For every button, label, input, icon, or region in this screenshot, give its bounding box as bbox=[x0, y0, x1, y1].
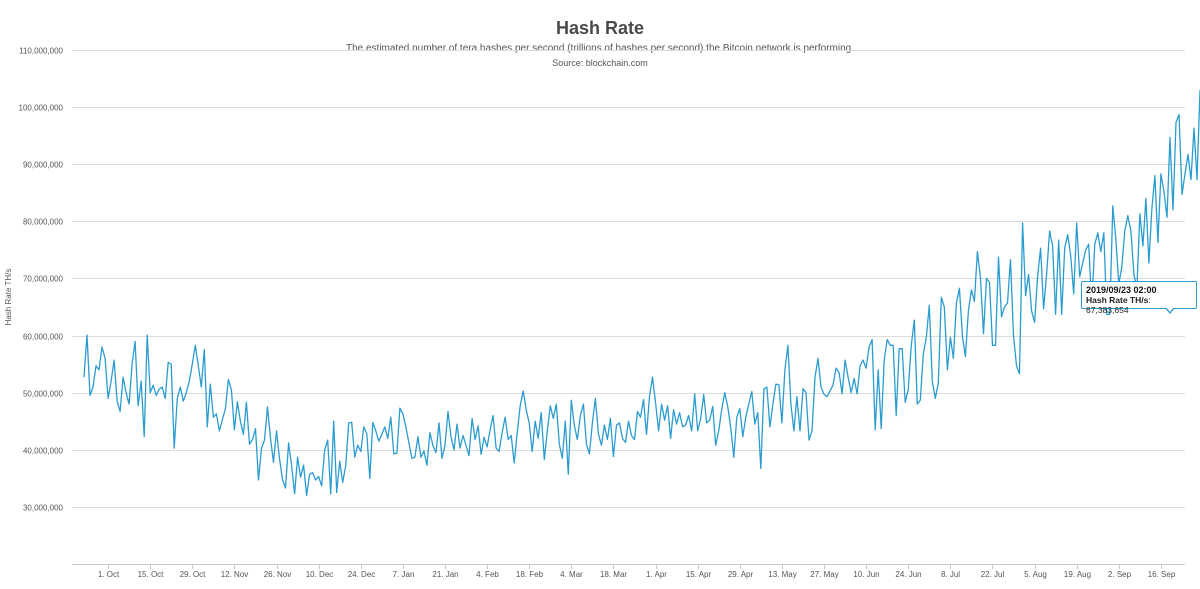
x-tick-label: 19. Aug bbox=[1064, 570, 1091, 579]
x-tick-label: 10. Dec bbox=[306, 570, 334, 579]
chart-source: Source: blockchain.com bbox=[552, 58, 648, 68]
x-tick-label: 26. Nov bbox=[264, 570, 292, 579]
y-tick-label: 100,000,000 bbox=[19, 104, 64, 113]
y-tick-label: 50,000,000 bbox=[23, 390, 64, 399]
x-tick-label: 21. Jan bbox=[432, 570, 458, 579]
x-tick-label: 1. Oct bbox=[98, 570, 120, 579]
y-tick-label: 30,000,000 bbox=[23, 504, 64, 513]
x-tick-label: 12. Nov bbox=[221, 570, 249, 579]
tooltip-value: 67,383,654 bbox=[1086, 305, 1129, 315]
x-tick-label: 15. Oct bbox=[138, 570, 165, 579]
x-tick-label: 1. Apr bbox=[646, 570, 667, 579]
x-tick-label: 29. Apr bbox=[728, 570, 754, 579]
x-tick-label: 18. Mar bbox=[600, 570, 627, 579]
y-tick-label: 90,000,000 bbox=[23, 161, 64, 170]
y-tick-label: 80,000,000 bbox=[23, 218, 64, 227]
tooltip-date: 2019/09/23 02:00 bbox=[1086, 285, 1157, 295]
chart-subtitle: The estimated number of tera hashes per … bbox=[345, 43, 855, 54]
y-axis-label: Hash Rate TH/s bbox=[4, 269, 13, 326]
x-tick-labels: 1. Oct 15. Oct 29. Oct 12. Nov 26. Nov 10. De… bbox=[98, 570, 1176, 579]
x-tick-label: 7. Jan bbox=[393, 570, 415, 579]
x-tick-label: 22. Jul bbox=[981, 570, 1005, 579]
y-tick-label: 60,000,000 bbox=[23, 333, 64, 342]
y-tick-label: 40,000,000 bbox=[23, 447, 64, 456]
chart-title: Hash Rate bbox=[555, 18, 645, 38]
x-tick-label: 5. Aug bbox=[1024, 570, 1047, 579]
tooltip-value-row: Hash Rate TH/s: 67,383,654 bbox=[1086, 295, 1151, 315]
x-tick-label: 24. Jun bbox=[895, 570, 921, 579]
y-gridlines bbox=[72, 50, 1185, 508]
x-tick-label: 4. Mar bbox=[560, 570, 583, 579]
y-tick-label: 70,000,000 bbox=[23, 275, 64, 284]
x-tick-label: 13. May bbox=[768, 570, 796, 579]
x-tick-label: 10. Jun bbox=[853, 570, 879, 579]
y-tick-label: 110,000,000 bbox=[19, 47, 63, 56]
x-tick-label: 24. Dec bbox=[348, 570, 376, 579]
x-tick-label: 4. Feb bbox=[476, 570, 499, 579]
x-tick-label: 18. Feb bbox=[516, 570, 544, 579]
series-line-hash-rate[interactable] bbox=[83, 89, 1200, 497]
x-tick-label: 2. Sep bbox=[1108, 570, 1132, 579]
x-axis bbox=[72, 564, 1185, 569]
x-tick-label: 27. May bbox=[810, 570, 838, 579]
y-tick-labels: 30,000,000 40,000,000 50,000,000 60,000,000… bbox=[19, 47, 64, 513]
tooltip: 2019/09/23 02:00 Hash Rate TH/s: 67,383,… bbox=[1081, 281, 1197, 315]
x-tick-label: 15. Apr bbox=[686, 570, 712, 579]
tooltip-caret-inner bbox=[1166, 307, 1174, 312]
x-tick-label: 29. Oct bbox=[180, 570, 207, 579]
tooltip-series-label: Hash Rate TH/s bbox=[1086, 295, 1149, 305]
x-tick-label: 8. Jul bbox=[941, 570, 960, 579]
x-tick-label: 16. Sep bbox=[1148, 570, 1176, 579]
